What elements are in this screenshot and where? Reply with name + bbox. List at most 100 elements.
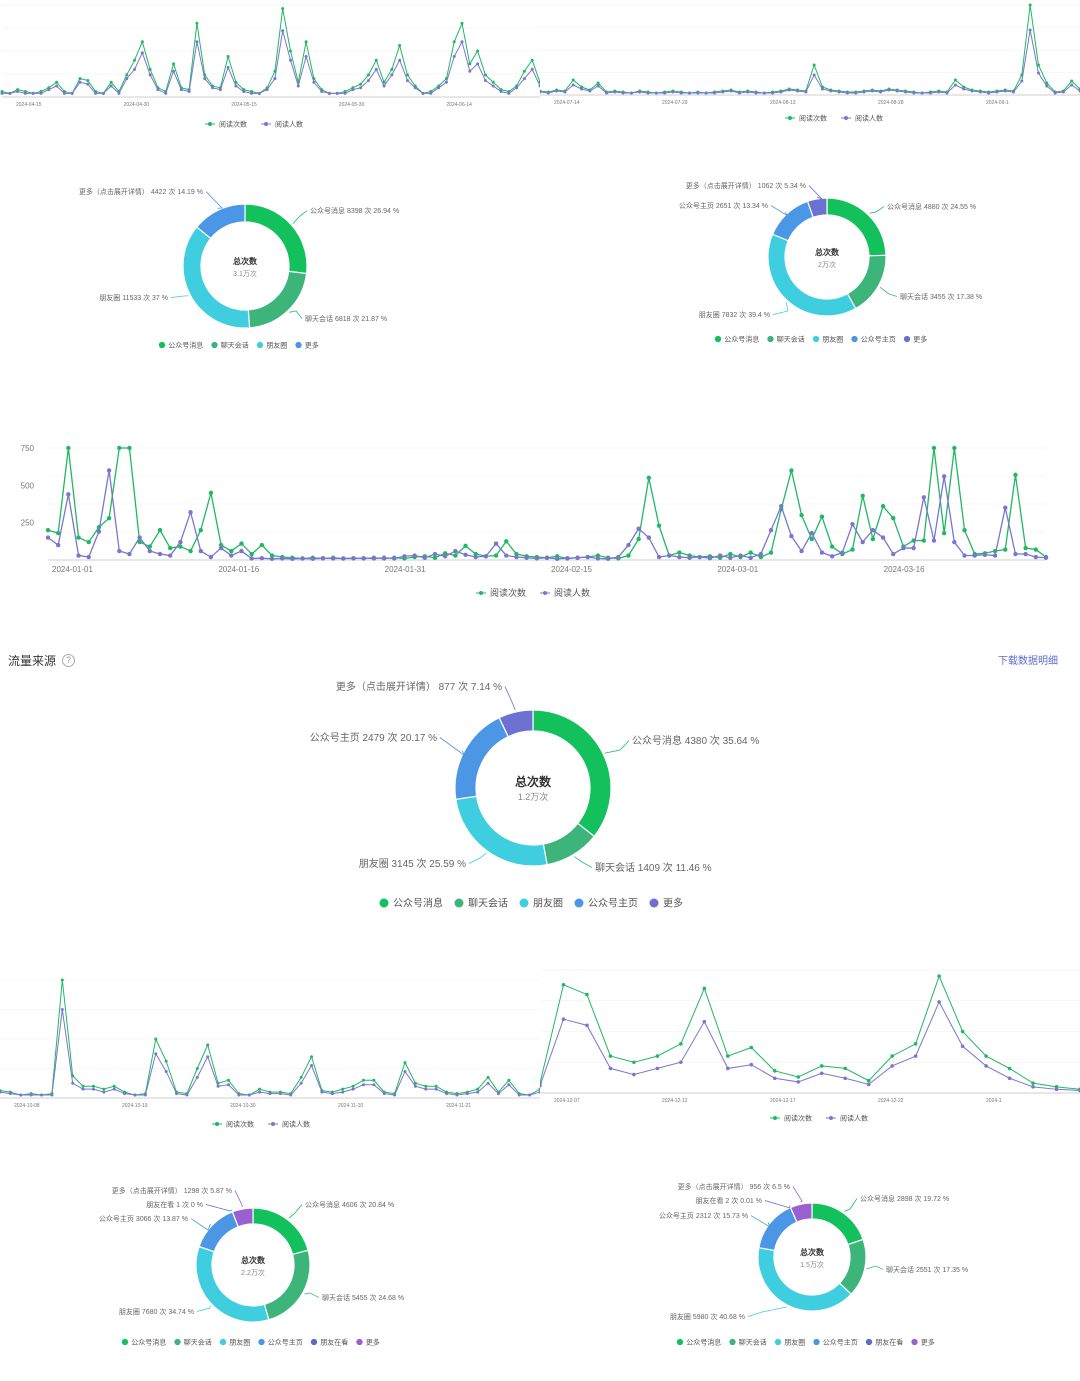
point-read-users [392,556,397,561]
line-chart-svg: 2024-10-08 2024-10-19 2024-10-30 2024-11-10… [0,978,540,1128]
point-read-count [679,1042,683,1046]
point-read-count [55,80,59,84]
point-read-users [588,89,592,93]
point-read-count [960,1029,965,1034]
legend-item-2: 朋友圈 [266,340,287,349]
point-read-users [920,91,924,95]
point-read-users [937,1000,941,1004]
point-read-users [507,91,511,95]
point-read-users [554,556,560,562]
series-line-read-users [0,1009,540,1096]
point-read-count [366,73,370,77]
point-read-users [636,526,641,531]
point-read-count [359,82,363,86]
line-chart-b: 2024-07-14 2024-07-29 2024-08-13 2024-08-28… [540,0,1080,135]
point-read-count [1031,1081,1035,1085]
point-read-users [860,539,865,545]
slice-leader-line [792,1186,803,1203]
point-read-users [646,535,652,540]
point-read-count [86,78,90,82]
slice-leader-line [844,1198,858,1212]
point-read-users [112,1087,116,1091]
point-read-count [226,1078,230,1082]
point-read-users [445,1092,449,1096]
point-read-users [211,86,215,90]
point-read-count [106,515,112,521]
point-read-count [117,445,122,451]
point-read-count [288,49,292,53]
legend-dot [911,1338,918,1346]
point-read-users [413,1084,417,1088]
point-read-count [749,1045,754,1050]
question-circle-icon[interactable]: ? [62,654,76,667]
point-read-count [1033,547,1039,552]
slice-label: 公众号主页 2651 次 13.34 % [679,201,768,210]
point-read-users [544,555,550,560]
legend-item-1: 聊天会话 [221,340,249,349]
point-read-users [361,556,366,561]
slice-leader-line [205,1204,232,1212]
point-read-count [596,81,600,85]
slice-label: 朋友在看 1 次 0 % [146,1200,203,1209]
point-read-count [860,493,865,498]
point-read-users [62,91,66,95]
slice-leader-line [289,310,303,319]
x-tick-label: 2024-03-16 [884,565,925,574]
point-read-users [8,1092,12,1096]
point-read-count [891,515,896,521]
point-read-users [70,91,74,95]
donut-legend: 公众号消息 聊天会话 朋友圈 公众号主页 更多 [714,334,927,343]
point-read-users [880,535,886,540]
slice-leader-line [288,1204,303,1219]
point-read-count [850,547,855,552]
point-read-count [259,542,265,548]
series-line-read-count [540,4,1080,94]
point-read-users [904,90,908,94]
point-read-users [164,1069,168,1073]
line-chart-e: 2024-12-07 2024-12-12 2024-12-17 2024-12-22… [540,960,1080,1130]
point-read-count [476,1087,480,1091]
point-read-users [117,91,121,95]
point-read-users [50,1093,54,1097]
point-read-users [468,69,472,73]
download-data-link[interactable]: 下载数据明细 [998,656,1058,667]
donut-chart-a: 公众号消息 8398 次 26.94 % 聊天会话 6818 次 21.87 % 朋… [0,170,540,370]
point-read-users [29,1093,33,1097]
point-read-count [76,535,81,540]
point-read-users [1033,554,1039,560]
point-read-users [361,1083,365,1087]
legend-dot [774,1338,782,1346]
point-read-count [677,550,682,555]
point-read-users [621,91,625,95]
slice-1 [247,270,308,329]
point-read-count [819,1064,824,1068]
donut-center-title: 总次数 [515,774,552,789]
x-tick-label: 2024-05-15 [231,102,257,108]
point-read-users [351,1087,355,1091]
point-read-count [646,475,652,481]
point-read-users [1013,551,1018,557]
slice-5 [231,1207,254,1228]
y-tick-label: 750 [21,444,35,453]
point-read-count [1054,1085,1059,1089]
point-read-users [1054,1087,1059,1092]
slice-4 [806,197,828,219]
point-read-users [327,91,331,95]
legend-item-2: 朋友圈 [229,1337,250,1346]
point-read-users [789,533,794,539]
line-chart-c: 750 500 250 2024-01-01 2024-01-16 2024-01-31 2… [0,440,1080,605]
point-read-users [40,1093,44,1097]
line-chart-d: 2024-10-08 2024-10-19 2024-10-30 2024-11-10… [0,965,540,1135]
donut-chart-svg: 公众号消息 4380 次 35.64 % 聊天会话 1409 次 11.46 % 朋… [310,680,760,910]
point-read-users [188,510,193,515]
point-read-users [382,1092,386,1096]
legend-read-users: 阅读人数 [554,587,590,598]
slice-leader-line [292,210,308,224]
point-read-users [626,542,631,548]
line-legend: 阅读次数 阅读人数 [476,587,590,598]
series-line-read-count [1,8,540,94]
point-read-users [434,1087,438,1091]
donut-center-title: 总次数 [800,1247,825,1257]
point-read-users [351,556,356,561]
legend-item-4: 朋友在看 [875,1337,903,1346]
